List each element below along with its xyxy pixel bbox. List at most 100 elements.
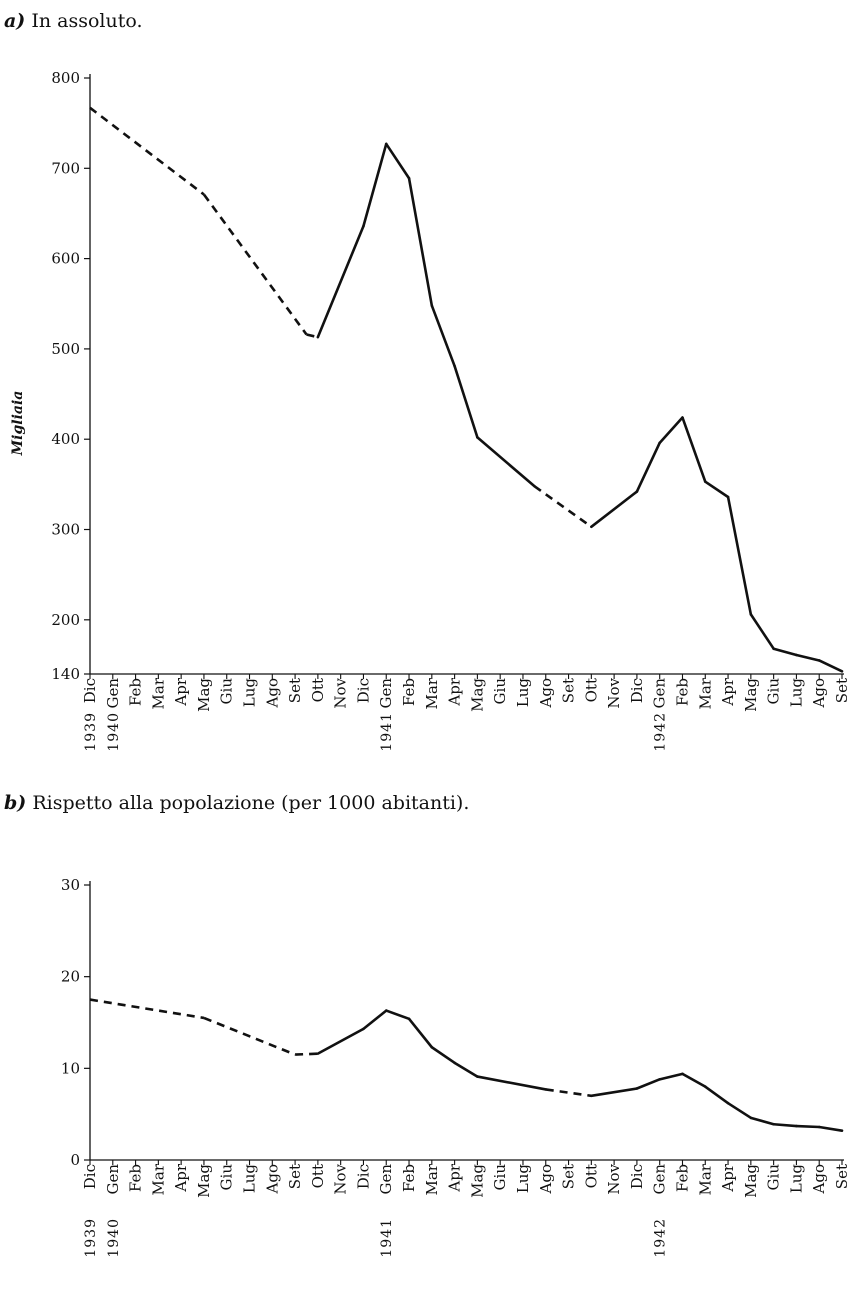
y-axis-title: Migliaia	[10, 391, 26, 457]
series-segment	[89, 998, 205, 1020]
x-month-label: Giu	[491, 678, 509, 705]
x-month-label: Mag	[742, 1164, 760, 1198]
series-segment	[545, 1088, 592, 1098]
series-segment	[407, 176, 434, 307]
series-segment	[203, 1016, 296, 1056]
x-month-label: Apr	[446, 1163, 464, 1192]
y-tick-label: 140	[51, 665, 80, 683]
x-month-label: Ago	[810, 678, 828, 708]
x-month-label: Ago	[537, 1164, 555, 1194]
x-month-label: Lug	[514, 1164, 532, 1194]
series-segment	[306, 333, 319, 339]
x-month-label: Gen	[377, 678, 395, 709]
series-segment	[316, 1027, 365, 1055]
chart-a-caption-letter: a)	[4, 10, 26, 32]
series-segment	[476, 1075, 548, 1091]
x-month-label: Mar	[149, 1163, 167, 1195]
series-segment	[453, 364, 479, 439]
series-segment	[726, 1101, 753, 1120]
x-month-label: Feb	[127, 678, 145, 706]
chart-b-caption: b) Rispetto alla popolazione (per 1000 a…	[4, 792, 469, 814]
x-month-label: Ago	[263, 678, 281, 708]
x-month-label: Lug	[241, 678, 259, 708]
series-segment	[407, 1017, 434, 1049]
x-month-label: Ott	[309, 678, 327, 702]
series-segment	[476, 436, 536, 488]
y-tick-label: 500	[51, 340, 80, 358]
x-month-label: Mag	[468, 1164, 486, 1198]
x-month-label: Feb	[400, 1164, 418, 1192]
x-month-label: Dic	[354, 1164, 372, 1189]
x-month-label: Lug	[241, 1164, 259, 1194]
series-segment	[453, 1061, 479, 1078]
x-month-label: Gen	[377, 1164, 395, 1195]
x-month-label: Apr	[446, 677, 464, 706]
x-month-label: Nov	[605, 1163, 623, 1194]
series-segment	[590, 490, 639, 529]
x-month-label: Gen	[104, 1164, 122, 1195]
series-segment	[681, 416, 707, 483]
x-month-label: Set	[286, 1164, 304, 1189]
x-month-label: Mag	[742, 678, 760, 712]
x-month-label: Ago	[537, 678, 555, 708]
series-segment	[635, 1078, 661, 1090]
series-segment	[817, 1125, 844, 1132]
x-year-label: 1941	[379, 1218, 395, 1258]
x-month-label: Ott	[309, 1164, 327, 1188]
x-month-label: Mag	[195, 1164, 213, 1198]
x-month-label: Gen	[104, 678, 122, 709]
x-month-label: Mag	[468, 678, 486, 712]
y-tick-label: 200	[51, 611, 80, 629]
x-month-label: Set	[286, 678, 304, 703]
chart-b-caption-text: Rispetto alla popolazione (per 1000 abit…	[32, 792, 470, 814]
series-segment	[533, 485, 593, 528]
series-segment	[795, 1124, 821, 1129]
x-month-label: Ago	[810, 1164, 828, 1194]
chart-a-caption: a) In assoluto.	[4, 10, 143, 32]
x-year-label: 1940	[106, 1218, 122, 1258]
y-tick-label: 10	[61, 1059, 80, 1077]
x-month-label: Apr	[719, 677, 737, 706]
series-segment	[703, 1085, 730, 1105]
x-month-label: Nov	[605, 677, 623, 708]
x-month-label: Giu	[765, 1164, 783, 1191]
x-month-label: Lug	[787, 678, 805, 708]
x-month-label: Set	[560, 678, 578, 703]
chart-a-caption-text: In assoluto.	[31, 10, 143, 32]
x-month-label: Feb	[127, 1164, 145, 1192]
series-segment	[635, 441, 661, 493]
series-segment	[772, 647, 798, 657]
series-segment	[384, 1009, 411, 1021]
x-month-label: Apr	[172, 677, 190, 706]
x-month-label: Set	[833, 678, 851, 703]
x-month-label: Mar	[423, 677, 441, 709]
x-month-label: Nov	[332, 677, 350, 708]
series-segment	[430, 304, 456, 368]
series-segment	[362, 1009, 388, 1031]
x-month-label: Nov	[332, 1163, 350, 1194]
x-month-label: Feb	[673, 678, 691, 706]
x-month-label: Mar	[423, 1163, 441, 1195]
x-month-label: Dic	[81, 678, 99, 703]
x-month-label: Set	[560, 1164, 578, 1189]
x-year-label: 1942	[653, 1218, 669, 1258]
x-month-label: Dic	[628, 1164, 646, 1189]
x-month-label: Ott	[582, 1164, 600, 1188]
y-tick-label: 600	[51, 250, 80, 268]
x-month-label: Gen	[651, 678, 669, 709]
series-segment	[89, 106, 205, 196]
x-month-label: Ago	[263, 1164, 281, 1194]
series-segment	[362, 142, 388, 228]
y-tick-label: 300	[51, 521, 80, 539]
y-tick-label: 800	[51, 69, 80, 87]
x-year-label: 1939	[83, 1218, 99, 1258]
x-month-label: Ott	[582, 678, 600, 702]
x-month-label: Mar	[149, 677, 167, 709]
x-month-label: Giu	[218, 1164, 236, 1191]
series-segment	[658, 416, 684, 445]
series-segment	[430, 1045, 456, 1065]
x-month-label: Giu	[218, 678, 236, 705]
series-segment	[658, 1072, 684, 1081]
x-month-label: Mar	[696, 677, 714, 709]
